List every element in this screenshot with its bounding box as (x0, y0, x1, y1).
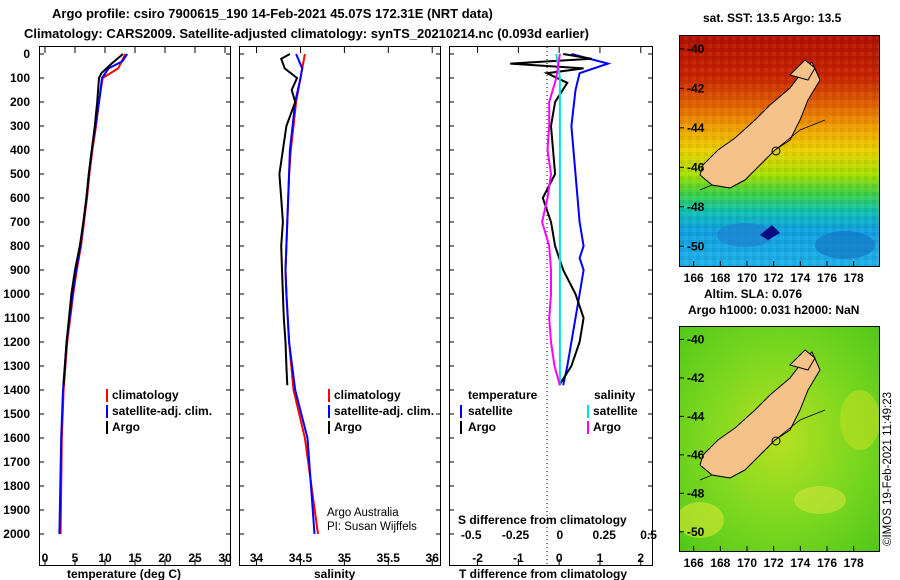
x2-tick-label: -0.25 (502, 528, 530, 542)
series-line-argo (62, 53, 124, 386)
x2-tick-label: 0.25 (593, 528, 617, 542)
legend-temp-satellite-label: satellite (468, 404, 513, 418)
series-line-argo (278, 53, 299, 386)
x-tick-label: 20 (158, 551, 172, 565)
legend-heading-temperature: temperature (468, 388, 538, 402)
legend-satellite-label: satellite-adj. clim. (112, 404, 212, 418)
series-line-salinity-satellite (555, 53, 561, 386)
series-line-climatology (59, 53, 127, 535)
y-tick-label: 500 (10, 167, 30, 181)
difference-panel (449, 46, 653, 566)
legend-argo-label: Argo (112, 420, 140, 434)
x-tick-label: 5 (72, 551, 79, 565)
climatology-title: Climatology: CARS2009. Satellite-adjuste… (24, 26, 589, 41)
x-tick-label: 35.5 (377, 551, 401, 565)
y-tick-label: 400 (10, 143, 30, 157)
x-tick-label: 1 (597, 551, 604, 565)
y-tick-label: 800 (10, 239, 30, 253)
sla-map-title: Altim. SLA: 0.076 (704, 287, 802, 301)
series-line-satellite-adj-clim- (284, 53, 316, 535)
series-line-temperature-satellite (562, 53, 612, 386)
y-tick-label: 700 (10, 215, 30, 229)
y-tick-label: 1300 (3, 359, 30, 373)
y-tick-label: 100 (10, 71, 30, 85)
y-tick-label: 1400 (3, 383, 30, 397)
legend-climatology-label: climatology (112, 388, 179, 402)
x-tick-label: 34 (250, 551, 264, 565)
y-tick-label: 1100 (4, 311, 30, 325)
x-tick-label: 34.5 (289, 551, 313, 565)
temperature-axis-label: temperature (deg C) (67, 567, 181, 580)
y-tick-label: 2000 (3, 527, 30, 541)
x-tick-label: 35 (338, 551, 352, 565)
y-tick-label: 1200 (3, 335, 30, 349)
difference-legend: temperature salinity satellite Argo sate… (460, 388, 638, 434)
x2-tick-label: -0.5 (461, 528, 482, 542)
s-difference-axis-label: S difference from climatology (458, 513, 627, 527)
y-tick-label: 1900 (3, 503, 30, 517)
sst-map-title: sat. SST: 13.5 Argo: 13.5 (703, 11, 842, 25)
x2-tick-label: 0.5 (640, 528, 657, 542)
x-tick-label: 10 (98, 551, 112, 565)
sla-map-subtitle: Argo h1000: 0.031 h2000: NaN (688, 303, 859, 317)
imos-credit: ©IMOS 19-Feb-2021 11:49:23 (882, 392, 894, 546)
legend-satellite-label: satellite-adj. clim. (334, 404, 434, 418)
x-tick-label: 0 (556, 551, 563, 565)
credit-line-2: PI: Susan Wijffels (327, 521, 417, 533)
profile-title: Argo profile: csiro 7900615_190 14-Feb-2… (52, 6, 493, 21)
salinity-legend: climatology satellite-adj. clim. Argo (328, 388, 434, 434)
y-tick-label: 900 (10, 263, 30, 277)
y-tick-label: 300 (10, 119, 30, 133)
salinity-panel (239, 46, 441, 566)
salinity-axis-label: salinity (314, 567, 356, 580)
legend-heading-salinity: salinity (594, 388, 636, 402)
y-tick-label: 0 (23, 47, 30, 61)
legend-climatology-label: climatology (334, 388, 401, 402)
t-difference-axis-label: T difference from climatology (459, 567, 627, 580)
x2-tick-label: 0 (557, 528, 564, 542)
temperature-legend: climatology satellite-adj. clim. Argo (106, 388, 212, 434)
legend-sal-argo-label: Argo (593, 420, 621, 434)
y-tick-label: 1500 (3, 407, 30, 421)
credit-line-1: Argo Australia (327, 507, 399, 519)
legend-sal-satellite-label: satellite (593, 404, 638, 418)
y-tick-label: 200 (10, 95, 30, 109)
x-tick-label: 0 (42, 551, 49, 565)
legend-temp-argo-label: Argo (468, 420, 496, 434)
y-tick-label: 1800 (3, 479, 30, 493)
series-line-salinity-argo (541, 53, 561, 386)
series-line-climatology (284, 53, 319, 535)
y-tick-label: 600 (10, 191, 30, 205)
x-tick-label: 25 (188, 551, 202, 565)
y-tick-label: 1600 (3, 431, 30, 445)
x-tick-label: 15 (128, 551, 142, 565)
x-tick-label: 36 (426, 551, 440, 565)
x-tick-label: 2 (637, 551, 644, 565)
x-tick-label: 30 (218, 551, 232, 565)
y-tick-label: 1700 (3, 455, 30, 469)
y-tick-label: 1000 (3, 287, 30, 301)
series-line-satellite-adj-clim- (58, 53, 129, 535)
legend-argo-label: Argo (334, 420, 362, 434)
x-tick-label: -2 (472, 551, 483, 565)
x-tick-label: -1 (513, 551, 524, 565)
temperature-panel (39, 46, 231, 566)
